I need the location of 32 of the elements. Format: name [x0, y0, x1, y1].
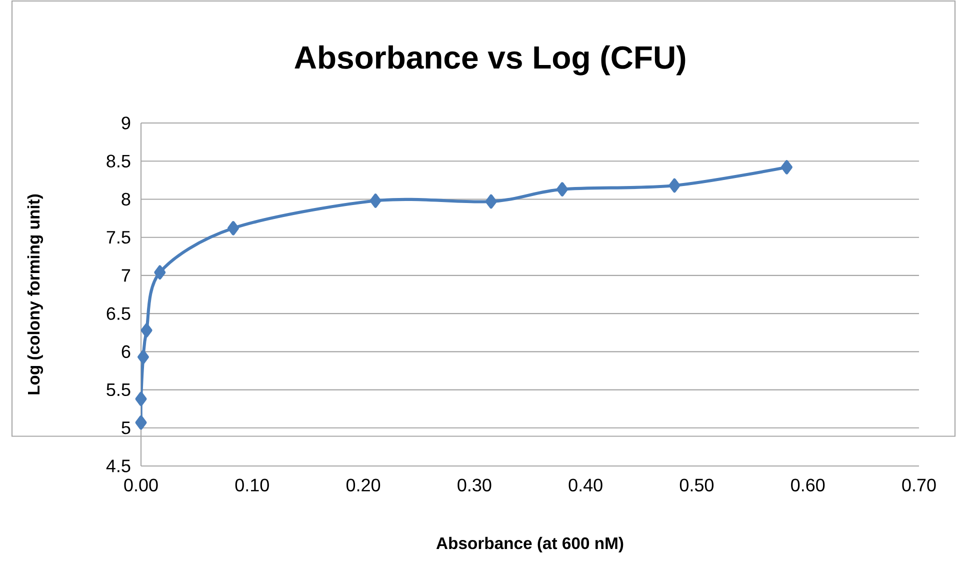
y-tick-label: 8: [122, 192, 130, 206]
point: [485, 194, 497, 209]
y-tick-label: 7: [122, 269, 130, 282]
point: [137, 350, 149, 364]
x-tick-label: 0.70: [902, 478, 936, 492]
x-tick-label: 0.20: [346, 478, 380, 492]
x-tick-label: 0.30: [458, 478, 492, 492]
y-tick-label: 9: [122, 116, 130, 130]
y-tick-label: 7.5: [106, 231, 130, 244]
point: [668, 178, 680, 193]
chart-title: Absorbance vs Log (CFU): [294, 45, 686, 76]
x-tick-label: 0.10: [235, 478, 269, 492]
x-tick-label: 0.60: [791, 478, 825, 492]
point: [228, 221, 239, 236]
x-axis-title: Absorbance (at 600 nM): [436, 536, 624, 552]
y-axis-title: Log (colony forming unit): [27, 194, 43, 394]
point: [370, 194, 382, 208]
y-tick-label: 6: [122, 345, 130, 358]
y-tick-label: 5: [122, 422, 130, 434]
point: [140, 323, 152, 338]
x-tick-label: 0.00: [124, 478, 158, 492]
point: [556, 182, 568, 196]
point: [154, 265, 166, 280]
point: [135, 415, 147, 430]
y-tick-label: 8.5: [106, 154, 130, 168]
y-tick-label: 6.5: [106, 307, 130, 320]
x-tick-label: 0.50: [680, 478, 714, 492]
x-tick-label: 0.40: [568, 478, 602, 492]
point: [135, 392, 147, 406]
y-tick-label: 5.5: [106, 384, 130, 396]
point: [781, 160, 792, 174]
y-tick-label: 4.5: [106, 460, 130, 472]
